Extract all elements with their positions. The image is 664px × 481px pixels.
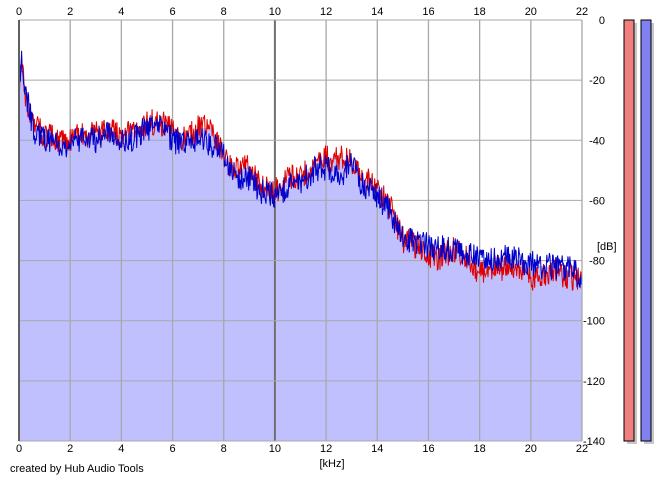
- x-tick-label: 20: [525, 6, 537, 18]
- x-tick-label: 14: [371, 443, 383, 455]
- x-tick-label: 10: [269, 6, 281, 18]
- x-tick-label: 16: [422, 6, 434, 18]
- x-tick-label: 20: [525, 443, 537, 455]
- series-lines: [18, 50, 583, 292]
- y-tick-label: 0: [599, 15, 605, 27]
- level-meter-1: [623, 19, 635, 442]
- x-tick-label: 18: [474, 6, 486, 18]
- y-tick-label: -80: [589, 256, 605, 268]
- y-unit-label: [dB]: [597, 241, 617, 253]
- y-tick-labels: 0 -20 -40 -60 -80 -100 -120 -140: [583, 15, 605, 448]
- spectrum-fill: [19, 56, 582, 441]
- x-tick-label: 12: [320, 443, 332, 455]
- x-tick-label: 18: [474, 443, 486, 455]
- y-tick-label: -120: [583, 376, 605, 388]
- x-unit-label: [kHz]: [319, 458, 344, 470]
- x-tick-label: 0: [16, 6, 22, 18]
- credit-text: created by Hub Audio Tools: [10, 463, 144, 475]
- x-tick-label: 8: [221, 443, 227, 455]
- x-tick-label: 22: [576, 443, 588, 455]
- x-tick-label: 6: [169, 6, 175, 18]
- level-meter-2: [640, 19, 652, 442]
- level-meters: [623, 19, 654, 444]
- x-tick-labels-bottom: 0 2 4 6 8 10 12 14 16 18 20 22: [16, 443, 588, 455]
- y-tick-label: -40: [589, 135, 605, 147]
- x-tick-label: 10: [269, 443, 281, 455]
- y-tick-label: -20: [589, 75, 605, 87]
- x-tick-label: 4: [118, 443, 124, 455]
- x-tick-labels-top: 0 2 4 6 8 10 12 14 16 18 20 22: [16, 6, 588, 18]
- y-tick-label: -60: [589, 195, 605, 207]
- x-tick-label: 16: [422, 443, 434, 455]
- x-tick-label: 0: [16, 443, 22, 455]
- x-tick-label: 8: [221, 6, 227, 18]
- x-tick-label: 4: [118, 6, 124, 18]
- series-line-1: [18, 56, 583, 292]
- x-tick-label: 6: [169, 443, 175, 455]
- y-tick-label: -140: [583, 436, 605, 448]
- spectrum-area: [19, 56, 582, 441]
- axes: [18, 20, 583, 441]
- y-tick-label: -100: [583, 316, 605, 328]
- x-tick-label: 2: [67, 443, 73, 455]
- series-line-2: [18, 50, 583, 289]
- x-tick-label: 14: [371, 6, 383, 18]
- x-tick-label: 12: [320, 6, 332, 18]
- x-tick-label: 22: [576, 6, 588, 18]
- x-tick-label: 2: [67, 6, 73, 18]
